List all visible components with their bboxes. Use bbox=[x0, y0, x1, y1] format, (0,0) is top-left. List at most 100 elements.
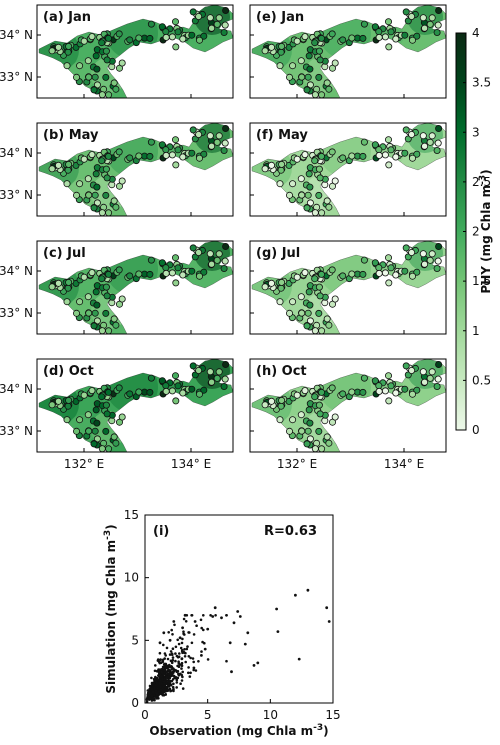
scatter-point bbox=[183, 613, 187, 617]
scatter-point bbox=[153, 669, 157, 673]
map-station bbox=[402, 126, 410, 134]
map-station bbox=[93, 301, 101, 309]
map-station bbox=[311, 91, 319, 99]
map-station bbox=[298, 427, 306, 435]
map-station bbox=[261, 165, 269, 173]
map-station bbox=[311, 209, 319, 217]
map-station bbox=[105, 209, 113, 217]
map-station bbox=[318, 34, 326, 42]
map-station bbox=[304, 73, 312, 81]
panel-title: (g) Jul bbox=[256, 246, 300, 261]
map-station bbox=[112, 439, 120, 447]
map-station bbox=[90, 440, 98, 448]
map-station bbox=[433, 382, 441, 390]
scatter-point bbox=[172, 669, 176, 673]
map-station bbox=[220, 382, 228, 390]
scatter-point bbox=[225, 659, 228, 663]
scatter-point bbox=[165, 666, 169, 669]
panel-title: (d) Oct bbox=[43, 364, 94, 379]
map-station bbox=[200, 268, 208, 276]
map-frame bbox=[36, 240, 234, 335]
scatter-point bbox=[183, 633, 186, 636]
scatter-point bbox=[166, 672, 170, 676]
map-station bbox=[402, 8, 410, 16]
map-station bbox=[64, 284, 72, 292]
x-tick-label: 15 bbox=[325, 708, 340, 722]
map-station bbox=[162, 28, 170, 36]
map-station bbox=[220, 264, 228, 272]
map-station bbox=[381, 33, 389, 41]
map-station bbox=[408, 36, 416, 44]
map-station bbox=[91, 427, 99, 435]
map-station bbox=[276, 180, 284, 188]
map-station bbox=[80, 391, 88, 399]
map-station bbox=[98, 445, 106, 453]
scatter-point bbox=[150, 676, 153, 680]
map-station bbox=[359, 34, 367, 42]
scatter-point bbox=[165, 686, 169, 689]
map-station bbox=[80, 155, 88, 163]
map-station bbox=[359, 270, 367, 278]
x-tick-label: 0 bbox=[141, 708, 149, 722]
map-station bbox=[208, 378, 216, 386]
map-station bbox=[304, 191, 312, 199]
lat-tick-label: 33° N bbox=[0, 188, 33, 202]
map-station bbox=[174, 264, 182, 272]
map-station bbox=[387, 146, 395, 154]
scatter-point bbox=[165, 646, 169, 650]
map-station bbox=[63, 298, 71, 306]
map-station bbox=[286, 73, 294, 81]
scatter-point bbox=[180, 648, 184, 652]
map-station bbox=[408, 366, 416, 374]
map-station bbox=[135, 152, 143, 160]
map-station bbox=[278, 160, 286, 168]
scatter-point bbox=[150, 688, 153, 691]
map-station bbox=[315, 283, 323, 291]
scatter-point bbox=[156, 670, 159, 673]
scatter-point bbox=[171, 647, 175, 650]
map-station bbox=[325, 85, 333, 93]
map-station bbox=[213, 256, 221, 264]
scatter-point bbox=[188, 631, 191, 634]
map-station bbox=[162, 264, 170, 272]
colorbar: 0 0.5 1 1.5 2 2.5 3 3.5 4 PHY (mg Chla m-3) bbox=[455, 26, 493, 437]
map-frame bbox=[249, 122, 447, 217]
map-station bbox=[297, 57, 305, 65]
map-station bbox=[315, 165, 323, 173]
scatter-point bbox=[181, 626, 185, 630]
scatter-point bbox=[161, 691, 164, 694]
map-station bbox=[171, 18, 179, 26]
map-station bbox=[402, 362, 410, 370]
panel-title: (b) May bbox=[43, 128, 99, 143]
scatter-point bbox=[184, 620, 188, 623]
scatter-point bbox=[188, 675, 192, 678]
map-station bbox=[222, 7, 230, 14]
map-station bbox=[413, 150, 421, 158]
colorbar-tick-label: 1 bbox=[472, 324, 480, 338]
map-station bbox=[421, 260, 429, 268]
scatter-point bbox=[173, 623, 176, 627]
map-station bbox=[105, 270, 113, 278]
map-station bbox=[65, 160, 73, 168]
scatter-point bbox=[170, 628, 173, 632]
map-station bbox=[179, 35, 187, 43]
scatter-point bbox=[163, 663, 166, 666]
map-station bbox=[428, 14, 436, 22]
panel-title: (f) May bbox=[256, 128, 308, 143]
map-station bbox=[408, 130, 416, 138]
map-station bbox=[206, 132, 214, 140]
map-station bbox=[311, 157, 319, 165]
colorbar-tick-label: 4 bbox=[472, 26, 480, 40]
map-station bbox=[215, 250, 223, 258]
map-station bbox=[428, 250, 436, 258]
scatter-point bbox=[172, 620, 176, 623]
map-station bbox=[222, 243, 230, 250]
map-station bbox=[305, 288, 313, 296]
map-station bbox=[65, 278, 73, 286]
map-station bbox=[84, 293, 92, 301]
map-station bbox=[348, 152, 356, 160]
scatter-point bbox=[165, 670, 168, 674]
map-station bbox=[115, 266, 123, 274]
scatter-point bbox=[161, 693, 165, 697]
